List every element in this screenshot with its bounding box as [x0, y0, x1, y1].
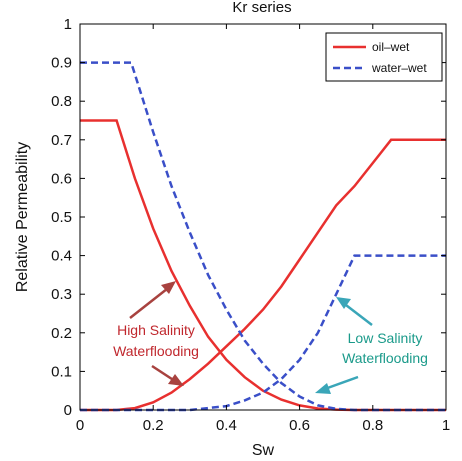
y-tick-label: 0.3: [51, 286, 72, 303]
annotation-low-salinity-line1: Low Salinity: [348, 330, 423, 346]
x-tick-label: 1: [442, 417, 450, 434]
arrowhead-low-salinity-lower: [315, 383, 331, 394]
y-tick-label: 0.1: [51, 363, 72, 380]
legend-label-water-wet: water–wet: [371, 61, 427, 75]
legend: oil–wet water–wet: [325, 32, 443, 82]
x-tick-label: 0.6: [289, 417, 310, 434]
series-waterwet-curve-0: [80, 61, 446, 412]
y-tick-label: 0.8: [51, 93, 72, 110]
y-tick-label: 0.7: [51, 132, 72, 149]
y-tick-label: 0.2: [51, 325, 72, 342]
y-tick-label: 1: [64, 16, 72, 33]
x-axis-label: Sw: [252, 442, 275, 459]
legend-label-oil-wet: oil–wet: [372, 40, 410, 54]
annotation-high-salinity-line1: High Salinity: [117, 322, 195, 338]
y-tick-label: 0.6: [51, 170, 72, 187]
y-tick-label: 0.5: [51, 209, 72, 226]
arrow-high-salinity-upper: [129, 284, 173, 319]
x-tick-label: 0.8: [362, 417, 383, 434]
series-oilwet-curve-1: [80, 138, 446, 412]
x-tick-label: 0.4: [216, 417, 237, 434]
arrowhead-high-salinity-upper: [161, 281, 176, 294]
y-tick-label: 0.9: [51, 55, 72, 72]
y-tick-label: 0: [64, 402, 72, 419]
y-axis-label: Relative Permeability: [14, 142, 31, 292]
y-tick-label: 0.4: [51, 248, 72, 265]
arrow-low-salinity-upper: [341, 301, 373, 326]
legend-box: [325, 32, 443, 82]
x-tick-label: 0: [76, 417, 84, 434]
annotation-low-salinity-line2: Waterflooding: [342, 350, 428, 366]
series-oilwet-curve-0: [80, 119, 446, 412]
x-tick-label: 0.2: [143, 417, 164, 434]
annotation-low-salinity: Low Salinity Waterflooding: [315, 297, 428, 394]
series-waterwet-curve-1: [80, 254, 446, 412]
arrowhead-high-salinity-lower: [168, 374, 184, 386]
annotation-high-salinity: High Salinity Waterflooding: [113, 281, 199, 386]
chart-title: Kr series: [232, 0, 291, 16]
arrowhead-low-salinity-upper: [336, 297, 351, 309]
annotation-high-salinity-line2: Waterflooding: [113, 343, 199, 359]
